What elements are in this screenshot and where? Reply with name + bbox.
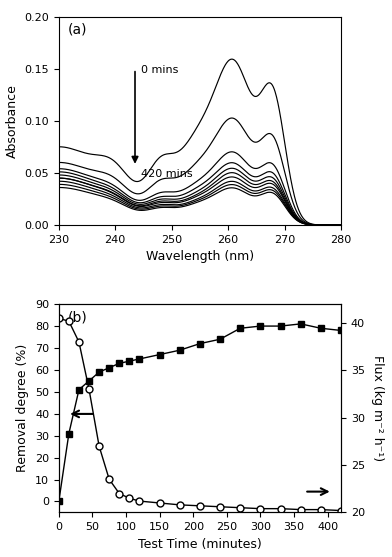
- Y-axis label: Flux (kg m⁻² h⁻¹): Flux (kg m⁻² h⁻¹): [371, 355, 384, 461]
- Text: (a): (a): [67, 23, 87, 37]
- Text: (b): (b): [67, 310, 87, 324]
- Text: 0 mins: 0 mins: [141, 65, 178, 75]
- X-axis label: Test Time (minutes): Test Time (minutes): [138, 538, 262, 551]
- Y-axis label: Removal degree (%): Removal degree (%): [16, 344, 29, 472]
- X-axis label: Wavelength (nm): Wavelength (nm): [146, 250, 254, 263]
- Text: 420 mins: 420 mins: [141, 169, 192, 179]
- Y-axis label: Absorbance: Absorbance: [6, 84, 19, 158]
